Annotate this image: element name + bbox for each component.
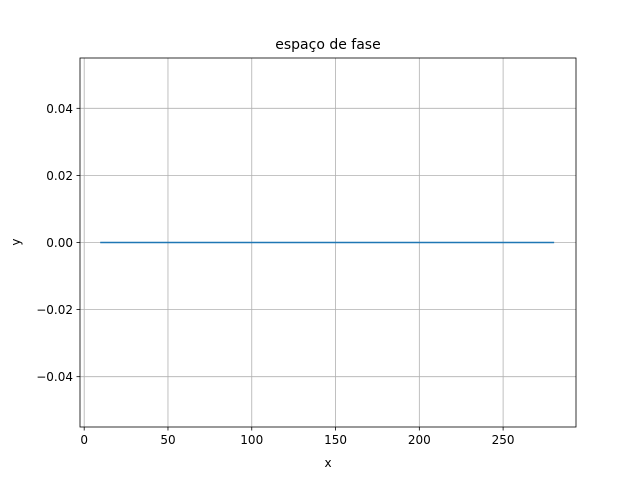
x-tick-label: 50: [160, 433, 175, 447]
y-tick-label: 0.04: [46, 102, 73, 116]
x-tick-label: 200: [408, 433, 431, 447]
x-tick-label: 150: [324, 433, 347, 447]
y-axis-ticks: −0.04 −0.02 0.00 0.02 0.04: [36, 102, 80, 384]
y-tick-label: −0.04: [36, 370, 73, 384]
y-tick-label: 0.00: [46, 236, 73, 250]
x-tick-label: 250: [492, 433, 515, 447]
y-tick-label: −0.02: [36, 303, 73, 317]
chart-title: espaço de fase: [275, 37, 380, 53]
x-tick-label: 0: [80, 433, 88, 447]
y-tick-label: 0.02: [46, 169, 73, 183]
x-axis-ticks: 0 50 100 150 200 250: [80, 427, 515, 447]
x-tick-label: 100: [240, 433, 263, 447]
y-axis-label: y: [9, 238, 23, 245]
x-axis-label: x: [324, 456, 331, 470]
